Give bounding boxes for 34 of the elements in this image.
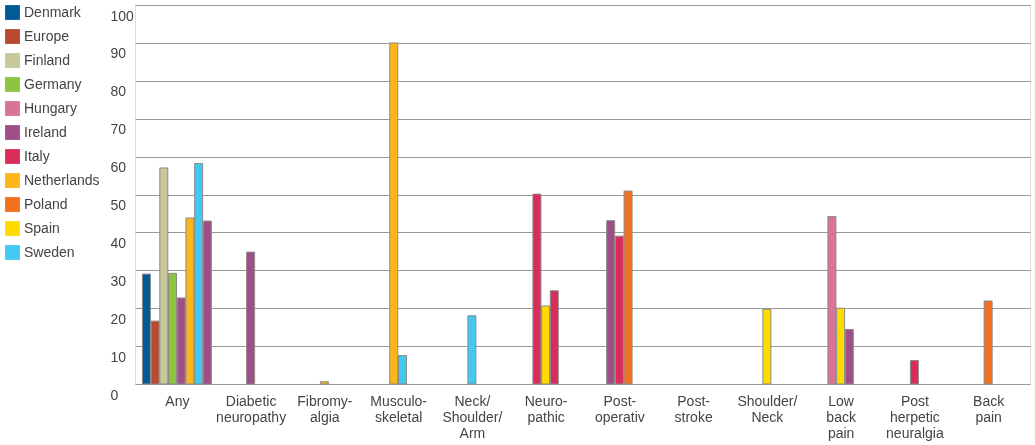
x-tick-label: Neuro-pathic xyxy=(524,392,568,425)
x-tick-label: Back pain xyxy=(973,392,1006,425)
legend-label: Europe xyxy=(24,27,70,44)
legend-label: Finland xyxy=(24,51,70,68)
legend-label: Spain xyxy=(24,219,60,236)
y-tick-label: 0 xyxy=(110,386,119,403)
y-tick-label: 20 xyxy=(110,310,127,327)
y-tick-label: 70 xyxy=(110,121,127,138)
x-tick-label: Musculo-skeletal xyxy=(370,392,428,425)
y-tick-label: 30 xyxy=(110,272,127,289)
x-tick-label: Post herpetic neuralgia xyxy=(886,392,944,441)
legend-label: Germany xyxy=(24,75,82,92)
y-tick-label: 90 xyxy=(110,45,127,62)
y-tick-label: 10 xyxy=(110,348,127,365)
x-tick-label: Shoulder/Neck xyxy=(737,392,798,425)
x-tick-label: Post-stroke xyxy=(674,392,713,425)
legend-label: Denmark xyxy=(24,3,82,20)
legend-label: Hungary xyxy=(24,99,77,116)
legend-label: Ireland xyxy=(24,123,67,140)
x-tick-label: Any xyxy=(165,392,190,409)
legend-label: Italy xyxy=(24,147,50,164)
y-tick-label: 80 xyxy=(110,83,127,100)
x-tick-label: Neck/Shoulder/Arm xyxy=(442,392,503,441)
legend-label: Netherlands xyxy=(24,171,100,188)
x-tick-label: Low back pain xyxy=(826,392,857,441)
y-tick-label: 100 xyxy=(110,7,135,24)
legend-label: Sweden xyxy=(24,243,75,260)
x-tick-label: Diabetic neuropathy xyxy=(216,392,287,425)
y-tick-label: 40 xyxy=(110,234,127,251)
x-tick-label: Fibromy-algia xyxy=(297,392,353,425)
y-tick-label: 50 xyxy=(110,197,127,213)
legend-label: Poland xyxy=(24,195,68,212)
x-tick-label: Post-operativ xyxy=(594,392,645,425)
y-tick-label: 60 xyxy=(110,159,127,176)
